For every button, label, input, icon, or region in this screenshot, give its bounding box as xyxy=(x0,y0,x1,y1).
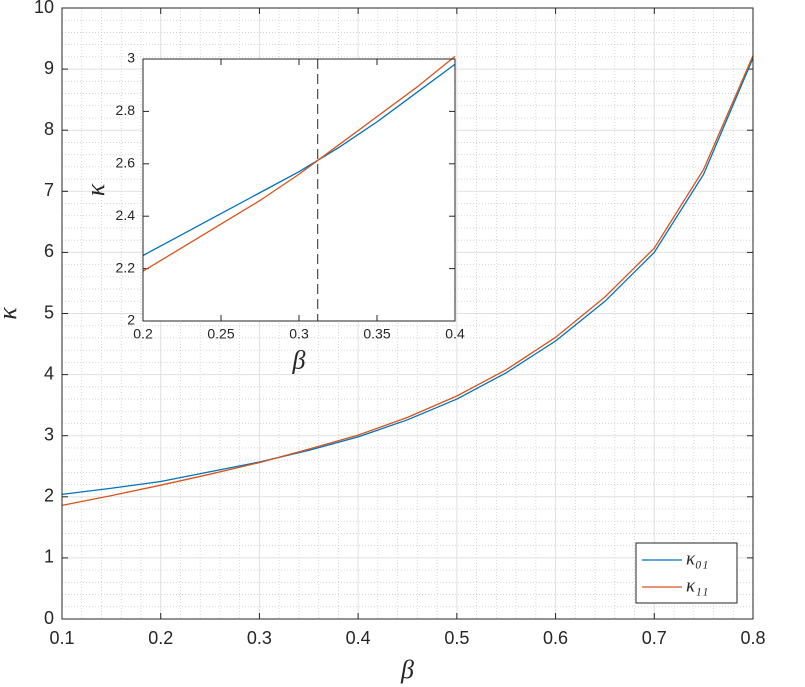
x-tick-label: 0.4 xyxy=(445,326,465,342)
x-tick-label: 0.8 xyxy=(740,628,765,648)
y-tick-label: 2.4 xyxy=(116,207,136,223)
y-tick-label: 2 xyxy=(127,312,135,328)
y-tick-label: 3 xyxy=(44,424,54,444)
series-line xyxy=(142,63,456,257)
y-tick-label: 0 xyxy=(44,608,54,628)
x-tick-label: 0.1 xyxy=(49,628,74,648)
x-tick-label: 0.3 xyxy=(247,628,272,648)
y-tick-label: 10 xyxy=(34,0,54,17)
x-axis-label: β xyxy=(292,346,306,375)
y-tick-label: 2.2 xyxy=(116,259,136,275)
x-tick-label: 0.6 xyxy=(543,628,568,648)
x-tick-label: 0.2 xyxy=(133,326,153,342)
x-tick-label: 0.3 xyxy=(289,326,309,342)
series-line xyxy=(61,57,754,496)
x-tick-label: 0.35 xyxy=(363,326,390,342)
series-line xyxy=(61,55,754,506)
x-tick-label: 0.7 xyxy=(642,628,667,648)
axes-box xyxy=(61,7,754,620)
y-tick-label: 8 xyxy=(44,119,54,139)
y-tick-label: 6 xyxy=(44,241,54,261)
y-tick-label: 9 xyxy=(44,58,54,78)
y-tick-label: 3 xyxy=(127,50,135,66)
legend-box xyxy=(635,542,738,604)
inset: 0.2 0.25 0.3 0.35 0.4 2 2.2 2.4 2.6 2.8 3 β κ xyxy=(81,50,465,375)
y-tick-label: 2 xyxy=(44,486,54,506)
y-tick-label: 5 xyxy=(44,302,54,322)
y-axis-label: κ xyxy=(81,183,110,196)
y-tick-label: 2.6 xyxy=(116,155,136,171)
legend-label: κ₀₁ xyxy=(686,548,708,569)
x-tick-label: 0.25 xyxy=(207,326,234,342)
y-tick-label: 1 xyxy=(44,547,54,567)
x-tick-label: 0.5 xyxy=(444,628,469,648)
y-axis-label: κ xyxy=(0,307,22,320)
x-tick-label: 0.4 xyxy=(346,628,371,648)
x-tick-label: 0.2 xyxy=(148,628,173,648)
axes-box xyxy=(142,58,456,322)
y-tick-label: 4 xyxy=(44,363,54,383)
y-tick-label: 7 xyxy=(44,180,54,200)
x-axis-label: β xyxy=(400,655,414,684)
series-line xyxy=(142,55,456,272)
y-tick-label: 2.8 xyxy=(116,102,136,118)
legend-label: κ₁₁ xyxy=(686,575,708,596)
